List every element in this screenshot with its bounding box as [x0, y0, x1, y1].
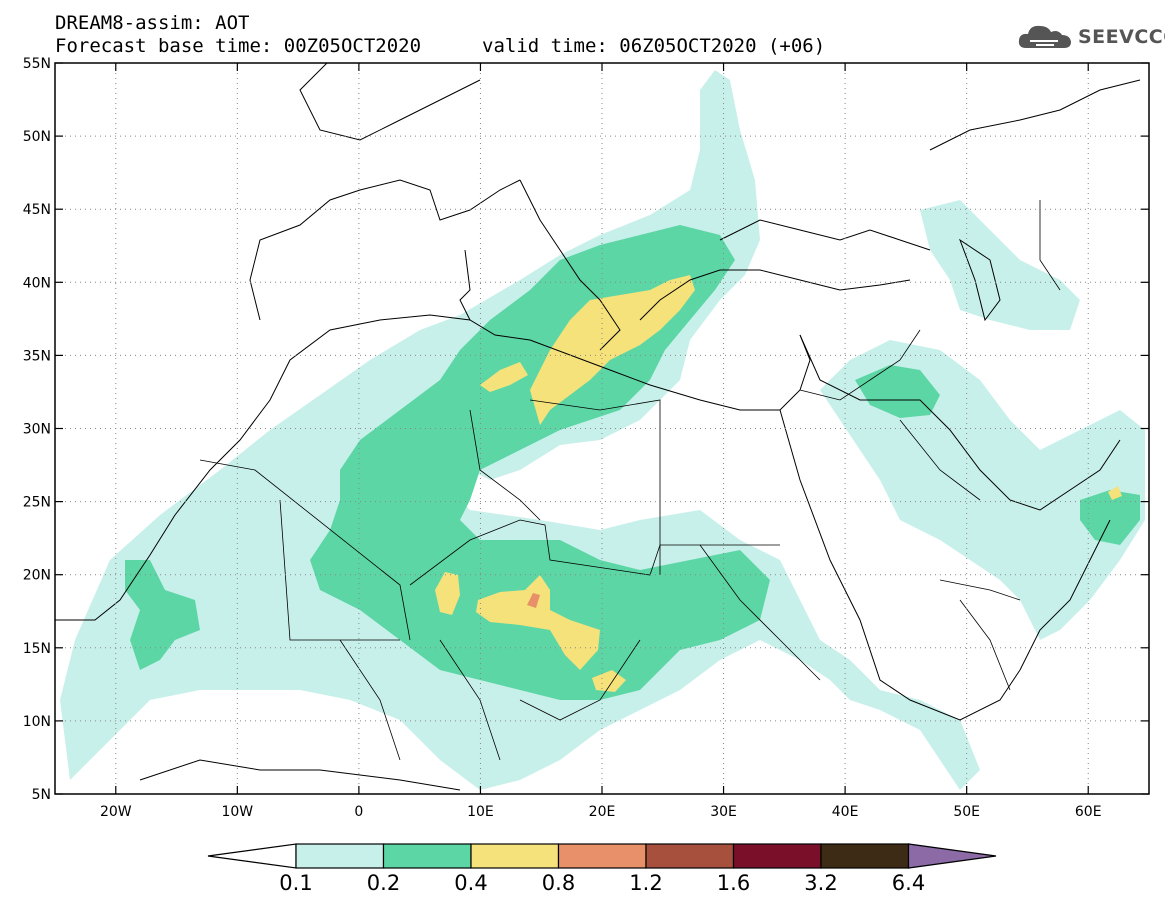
aot-contours: [55, 63, 1149, 794]
lon-label: 40E: [832, 804, 859, 820]
aot-band-0-4-sudan: [592, 670, 626, 692]
lat-label: 20N: [23, 568, 51, 584]
aot-band-0-2-mauritania: [125, 560, 200, 670]
aot-colorbar: 0.1 0.2 0.4 0.8 1.2 1.6 3.2 6.4: [207, 843, 997, 895]
lat-label: 30N: [23, 422, 51, 438]
cloud-logo-icon: [1018, 25, 1071, 48]
aot-band-0-4-greece: [530, 275, 695, 425]
aot-band-0-4-gulf: [1108, 486, 1122, 500]
lon-label: 60E: [1075, 804, 1102, 820]
map-title: DREAM8-assim: AOT: [55, 12, 250, 34]
colorbar-label: 6.4: [892, 871, 925, 895]
aot-band-0-4-niger: [435, 572, 460, 615]
lat-label: 15N: [23, 641, 51, 657]
aot-band-0-4-chad: [476, 575, 600, 670]
logo-text: SEEVCCC: [1078, 26, 1165, 48]
aot-band-0-2: [310, 225, 770, 700]
colorbar-label: 1.2: [629, 871, 662, 895]
colorbar-arrow-low: [207, 843, 297, 869]
map-axes: 55N 50N 45N 40N 35N 30N 25N 20N 15N 10N 5N 20W 10W 0 1…: [23, 56, 1149, 820]
lat-label: 10N: [23, 714, 51, 730]
colorbar-label: 0.4: [454, 871, 487, 895]
lon-label: 10E: [467, 804, 494, 820]
grid-lines: [55, 63, 1149, 794]
lat-label: 50N: [23, 129, 51, 145]
lon-label: 0: [354, 804, 363, 820]
lon-label: 30E: [710, 804, 737, 820]
colorbar-arrow-high: [907, 843, 997, 869]
colorbar-segment: [382, 843, 472, 869]
colorbar-label: 0.1: [279, 871, 312, 895]
lon-label: 50E: [953, 804, 980, 820]
lat-label: 5N: [32, 787, 51, 803]
lon-label: 20E: [589, 804, 616, 820]
aot-band-0-2-iraq: [855, 365, 940, 418]
aot-band-0-4-tunisia: [480, 362, 528, 392]
colorbar-segment: [557, 843, 647, 869]
lat-label: 35N: [23, 348, 51, 364]
lat-label: 40N: [23, 275, 51, 291]
colorbar-label: 3.2: [804, 871, 837, 895]
colorbar-label: 0.2: [367, 871, 400, 895]
lat-label: 55N: [23, 56, 51, 72]
lon-label: 10W: [221, 804, 253, 820]
country-borders: [199, 200, 1061, 761]
lon-label: 20W: [100, 804, 132, 820]
valid-time: valid time: 06Z05OCT2020 (+06): [482, 35, 826, 57]
colorbar-segment: [820, 843, 910, 869]
aot-band-0-8-chad: [527, 593, 540, 608]
colorbar-segment: [732, 843, 822, 869]
colorbar-segment: [295, 843, 385, 869]
aot-band-0-2-oman: [1080, 490, 1140, 545]
colorbar-segment: [470, 843, 560, 869]
colorbar-label: 0.8: [542, 871, 575, 895]
lat-label: 45N: [23, 202, 51, 218]
colorbar-label: 1.6: [717, 871, 750, 895]
coastlines: [55, 63, 1141, 791]
forecast-base-time: Forecast base time: 00Z05OCT2020: [55, 35, 422, 57]
colorbar-segment: [645, 843, 735, 869]
aot-band-0-1-caspian: [920, 200, 1080, 330]
lat-label: 25N: [23, 495, 51, 511]
seevccc-logo: SEEVCCC: [1018, 22, 1165, 52]
